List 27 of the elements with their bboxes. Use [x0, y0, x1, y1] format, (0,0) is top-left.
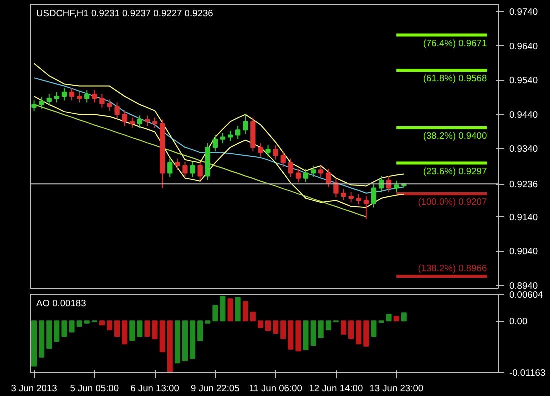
- series-label: (61.8%) 0.9568: [423, 74, 488, 84]
- series-label: (76.4%) 0.9671: [423, 38, 488, 48]
- series-label: (100.0%) 0.9207: [418, 197, 488, 208]
- chart-title: AO 0.00183: [36, 298, 86, 308]
- series-label: (138.2%) 0.8966: [418, 264, 488, 274]
- chart-title: USDCHF,H1 0.9231 0.9237 0.9227 0.9236: [36, 8, 214, 18]
- y-tick-label: 0.9740: [510, 7, 538, 18]
- x-tick-label: 6 Jun 13:00: [130, 384, 180, 394]
- ref-line-label: 0.9236: [510, 180, 538, 190]
- series-label: (38.2%) 0.9400: [423, 131, 488, 142]
- x-tick-label: 11 Jun 06:00: [249, 384, 302, 394]
- y-tick-label: 0.9040: [510, 246, 538, 257]
- x-tick-label: 3 Jun 2013: [11, 384, 58, 394]
- y-tick-label: 0.9140: [510, 212, 538, 222]
- y-tick-label: 0.9340: [510, 144, 538, 154]
- x-tick-label: 5 Jun 05:00: [70, 384, 120, 394]
- y-tick-label: 0.9540: [510, 76, 538, 86]
- x-tick-label: 12 Jun 14:00: [309, 384, 364, 394]
- y-tick-label: -0.01163: [510, 368, 546, 378]
- series-label: (23.6%) 0.9297: [423, 166, 488, 176]
- x-tick-label: 9 Jun 22:05: [191, 384, 240, 394]
- y-tick-label: 0.00604: [510, 290, 544, 300]
- y-tick-label: 0.00: [510, 316, 528, 327]
- y-tick-label: 0.9640: [510, 41, 538, 52]
- y-tick-label: 0.9440: [510, 110, 538, 120]
- x-tick-label: 13 Jun 23:00: [370, 384, 424, 394]
- y-tick-label: 0.8940: [510, 280, 538, 291]
